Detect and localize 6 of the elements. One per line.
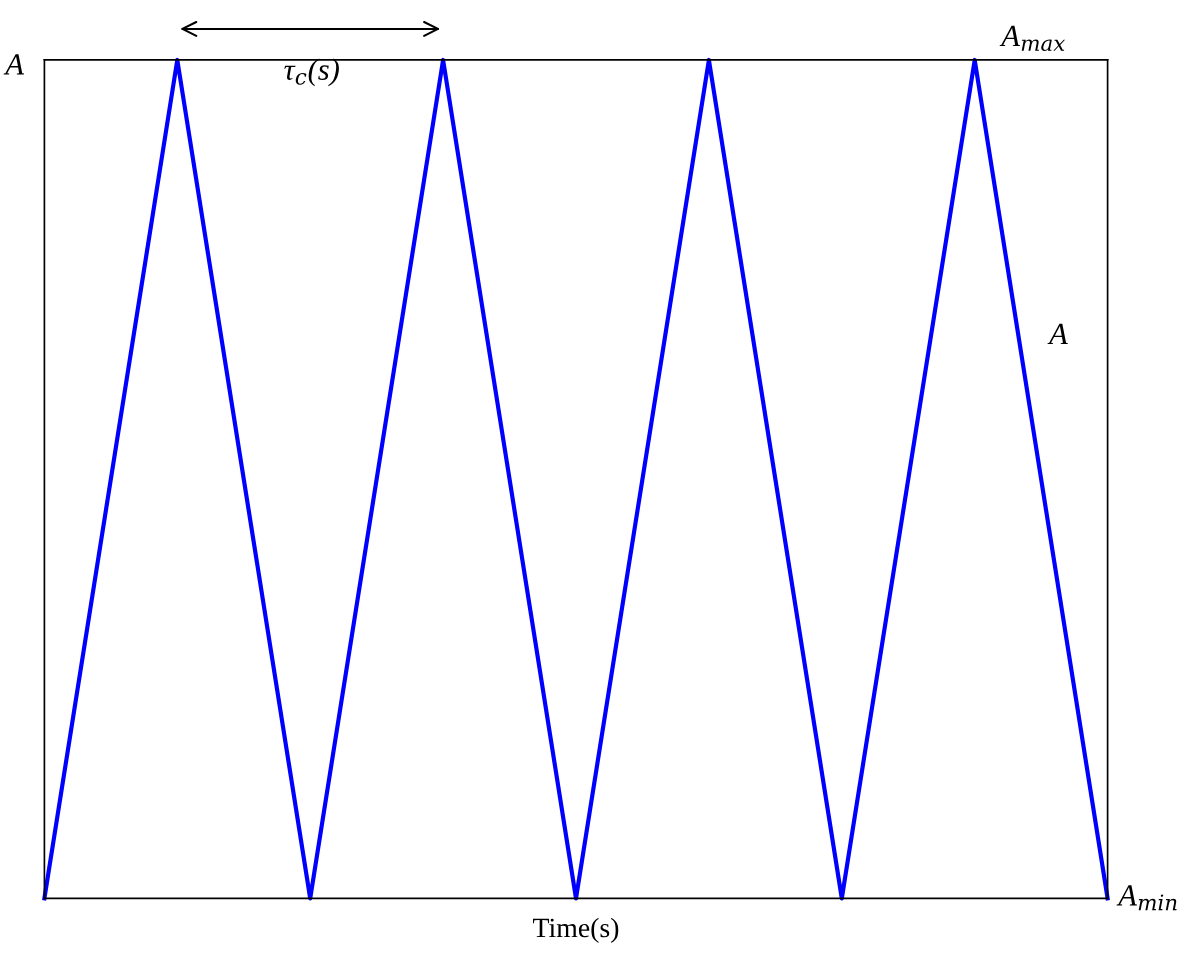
annotation: A <box>1047 323 1068 344</box>
x-axis-title: Time(s) <box>533 917 619 943</box>
y-axis-title: A <box>3 54 25 75</box>
text: A$_{max}$ <box>999 25 1066 52</box>
annotation: τ$_{c}$(s) <box>284 58 339 87</box>
text: A$_{min}$ <box>1116 885 1177 911</box>
